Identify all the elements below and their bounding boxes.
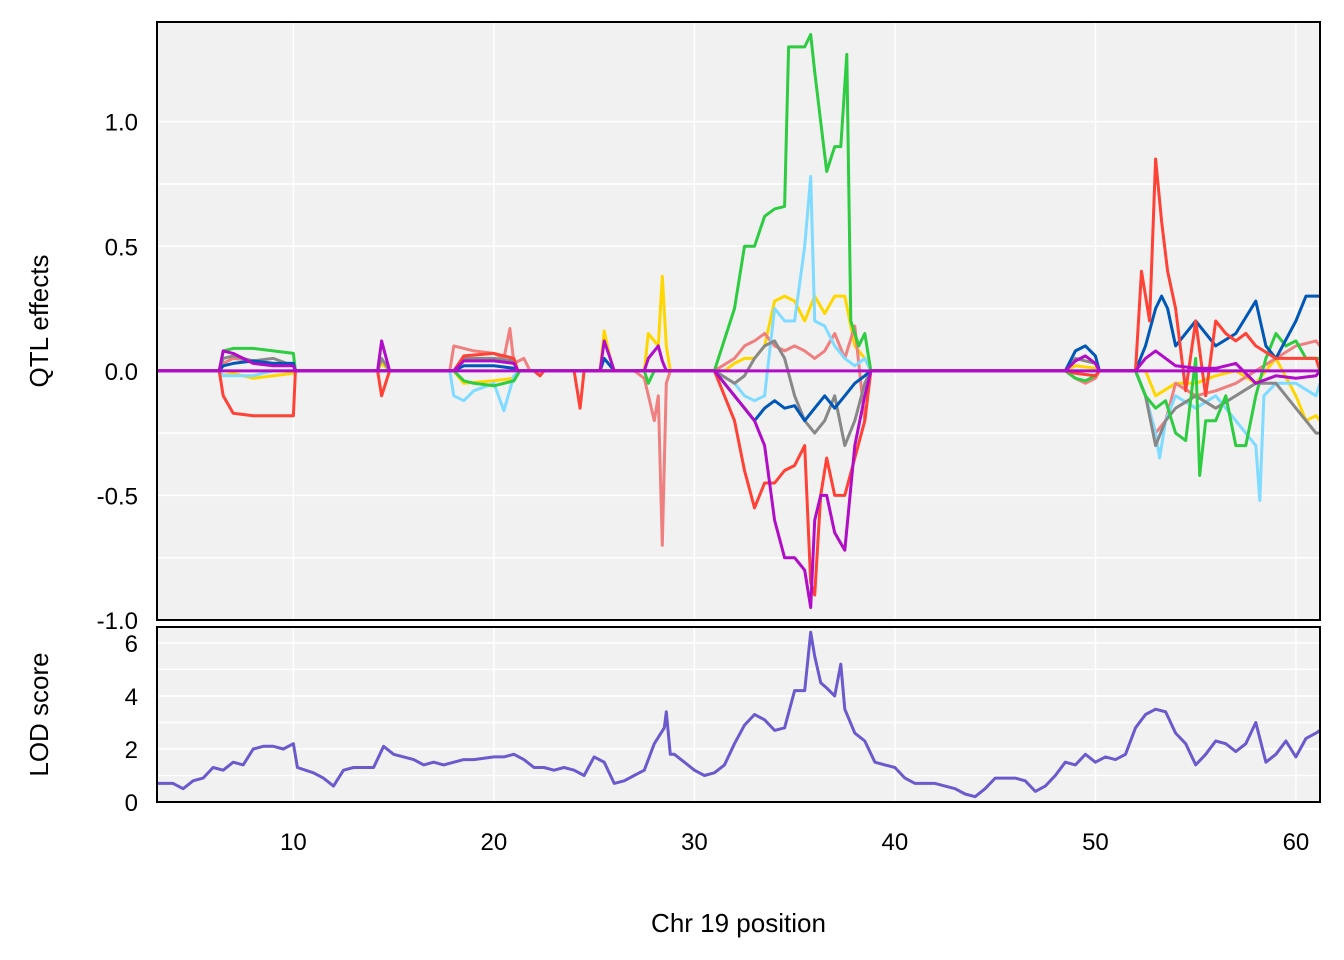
lod-series-lines <box>157 630 1320 799</box>
lod-plot-background <box>157 627 1320 802</box>
y-tick-label: 4 <box>125 684 138 711</box>
y-tick-label: 6 <box>125 631 138 658</box>
effect-series-line <box>157 339 1320 609</box>
x-tick-labels: 10 20 30 40 50 60 <box>280 829 1309 856</box>
x-tick-label: 40 <box>882 829 909 856</box>
x-tick-label: 20 <box>481 829 508 856</box>
effect-series-line <box>157 294 1320 423</box>
y-tick-label: 2 <box>125 737 138 764</box>
x-tick-label: 10 <box>280 829 307 856</box>
x-axis-label: Chr 19 position <box>651 908 826 938</box>
x-tick-label: 60 <box>1283 829 1310 856</box>
y-tick-label: 1.0 <box>105 110 138 137</box>
y-tick-label: 0.0 <box>105 359 138 386</box>
x-tick-label: 50 <box>1082 829 1109 856</box>
effects-plot-frame <box>156 21 1321 621</box>
lod-y-axis-label: LOD score <box>24 652 54 776</box>
lod-y-tick-labels: 0 2 4 6 <box>125 631 138 817</box>
effects-series-lines <box>157 33 1320 609</box>
effects-y-axis-label: QTL effects <box>24 255 54 388</box>
effects-panel: -1.0 -0.5 0.0 0.5 1.0 QTL effects <box>24 21 1321 635</box>
lod-score-line <box>157 630 1320 799</box>
lod-plot-frame <box>156 626 1321 803</box>
effects-y-tick-labels: -1.0 -0.5 0.0 0.5 1.0 <box>97 110 138 635</box>
y-tick-label: 0 <box>125 790 138 817</box>
y-tick-label: -1.0 <box>97 608 138 635</box>
effect-series-line <box>157 175 1320 502</box>
effect-series-line <box>157 324 1320 547</box>
effects-plot-background <box>157 22 1320 620</box>
y-tick-label: -0.5 <box>97 483 138 510</box>
lod-panel: 0 2 4 6 10 20 30 40 50 60 LOD score Chr 19 posit… <box>24 626 1321 938</box>
x-tick-label: 30 <box>681 829 708 856</box>
y-tick-label: 0.5 <box>105 234 138 261</box>
effect-series-line <box>157 33 1320 477</box>
